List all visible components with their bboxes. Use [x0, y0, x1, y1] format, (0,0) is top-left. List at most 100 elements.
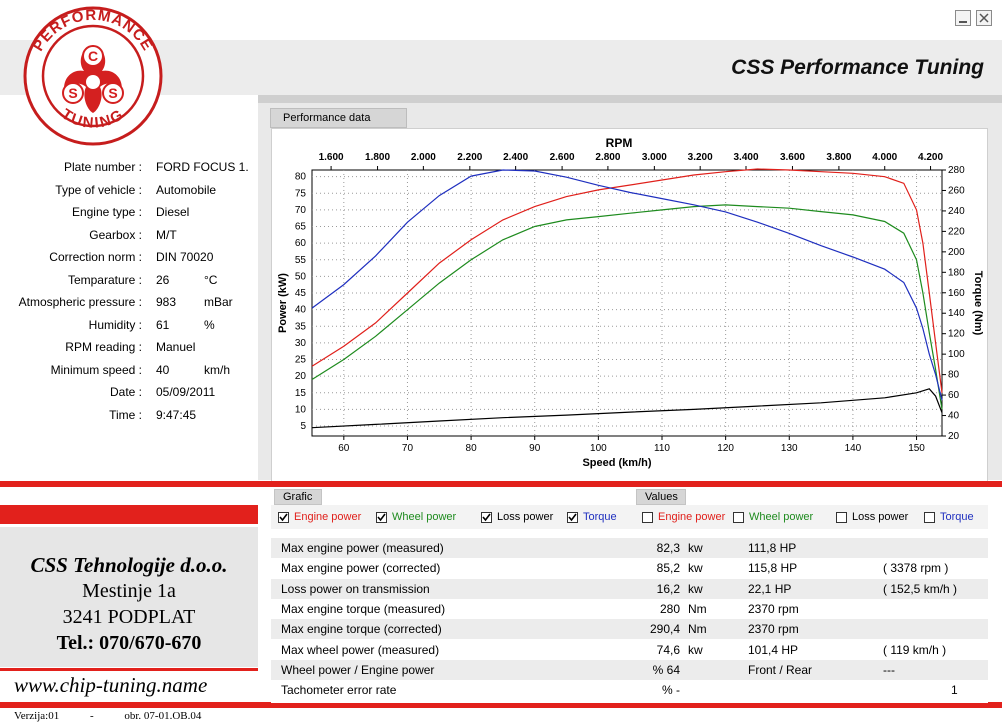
values-checkbox[interactable]	[642, 512, 653, 523]
y-axis-title: Power (kW)	[277, 273, 289, 333]
rpm-tick-label: 1.600	[319, 152, 344, 163]
checkmark-icon	[279, 513, 288, 522]
info-value: Manuel	[156, 340, 196, 354]
grafic-checkbox-label[interactable]: Loss power	[497, 511, 554, 523]
footer-dash: -	[89, 710, 94, 722]
y2-tick-label: 260	[948, 185, 965, 196]
grafic-checkbox[interactable]	[278, 512, 289, 523]
tab-grafic[interactable]: Grafic	[274, 489, 322, 505]
y-tick-label: 60	[295, 238, 307, 249]
grafic-checkbox[interactable]	[567, 512, 578, 523]
info-value: 40	[156, 362, 170, 377]
result-value: 290,4	[649, 622, 680, 637]
company-name: CSS Tehnologije d.o.o.	[30, 553, 228, 577]
result-value2: 22,1 HP	[748, 581, 792, 596]
info-unit: mBar	[204, 295, 233, 309]
info-value: 983	[156, 295, 177, 309]
info-label: Temparature :	[67, 272, 142, 287]
tab-values[interactable]: Values	[636, 489, 686, 505]
tab-performance-data[interactable]: Performance data	[270, 108, 407, 128]
grafic-checkbox-label[interactable]: Wheel power	[392, 511, 457, 523]
info-label: Humidity :	[88, 317, 142, 332]
result-extra: ( 119 km/h )	[883, 642, 947, 657]
values-checkbox-label[interactable]: Loss power	[852, 511, 909, 523]
checkmark-icon	[482, 513, 491, 522]
rpm-tick-label: 1.800	[365, 152, 390, 163]
info-label: Correction norm :	[49, 250, 142, 264]
y2-tick-label: 20	[948, 431, 960, 442]
rpm-tick-label: 2.600	[550, 152, 575, 163]
info-value: FORD FOCUS 1.	[156, 160, 249, 174]
y-tick-label: 15	[295, 388, 307, 399]
values-checkbox-label[interactable]: Wheel power	[749, 511, 814, 523]
website-link[interactable]: www.chip-tuning.name	[14, 673, 208, 697]
result-value: 85,2	[656, 561, 680, 576]
y2-tick-label: 140	[948, 308, 965, 319]
company-panel	[0, 527, 258, 667]
values-checkbox-label[interactable]: Torque	[940, 511, 974, 523]
x-tick-label: 90	[529, 443, 541, 454]
table-row: Max engine power (corrected) 85,2 kw 115,8 …	[271, 558, 988, 578]
series-line-engine-power	[311, 168, 943, 393]
result-value: 16,2	[656, 581, 680, 596]
y-tick-label: 30	[295, 338, 307, 349]
result-label: Max engine torque (measured)	[281, 601, 446, 616]
grafic-checkbox-label[interactable]: Torque	[583, 511, 617, 523]
result-extra: ( 152,5 km/h )	[883, 581, 958, 596]
values-checkbox[interactable]	[733, 512, 744, 523]
close-button[interactable]	[976, 10, 992, 26]
grafic-checkbox[interactable]	[481, 512, 492, 523]
red-divider-top	[0, 481, 1002, 487]
red-divider-company	[0, 668, 258, 671]
minimize-button[interactable]	[955, 10, 971, 26]
result-label: Max engine power (corrected)	[281, 561, 441, 576]
y-tick-label: 65	[295, 222, 307, 233]
x-tick-label: 70	[402, 443, 414, 454]
result-unit: kw	[688, 561, 703, 576]
company-street: Mestinje 1a	[82, 580, 176, 602]
checkmark-icon	[568, 513, 577, 522]
company-city: 3241 PODPLAT	[62, 606, 196, 628]
checkbox-strip	[271, 505, 988, 529]
y2-tick-label: 40	[948, 411, 960, 422]
info-value: 26	[156, 272, 170, 287]
x-tick-label: 60	[338, 443, 350, 454]
rpm-tick-label: 4.200	[918, 152, 943, 163]
info-value: M/T	[156, 227, 177, 242]
info-unit: °C	[204, 272, 218, 287]
y2-tick-label: 80	[948, 370, 960, 381]
table-row: Max engine power (measured) 82,3 kw 111,8 H…	[271, 538, 988, 558]
result-value: % 64	[652, 662, 680, 677]
y2-tick-label: 280	[948, 165, 965, 176]
result-extra: ---	[883, 662, 895, 677]
table-row: Max engine torque (corrected) 290,4 Nm 2370…	[271, 619, 988, 640]
result-unit: kw	[688, 541, 703, 555]
values-checkbox[interactable]	[836, 512, 847, 523]
table-row: Wheel power / Engine power % 64 Front / Re…	[271, 659, 988, 680]
grafic-checkbox-label[interactable]: Engine power	[294, 511, 362, 523]
values-checkbox-label[interactable]: Engine power	[658, 511, 726, 523]
table-row: Loss power on transmission 16,2 kw 22,1 HP (…	[271, 578, 988, 599]
result-value2: 2370 rpm	[748, 601, 799, 616]
x-tick-label: 130	[781, 443, 798, 454]
x-tick-label: 140	[845, 443, 862, 454]
rpm-tick-label: 3.400	[733, 152, 758, 163]
y-tick-label: 50	[295, 271, 307, 282]
logo-initial-c: C	[88, 48, 98, 64]
result-value: 82,3	[656, 541, 680, 555]
rpm-tick-label: 3.200	[688, 152, 713, 163]
info-label: Atmospheric pressure :	[18, 295, 142, 309]
result-unit: Nm	[688, 622, 707, 637]
y2-tick-label: 200	[948, 247, 965, 258]
info-unit: %	[204, 317, 215, 332]
result-value: % -	[662, 683, 680, 698]
y-tick-label: 55	[295, 255, 307, 266]
grafic-checkbox[interactable]	[376, 512, 387, 523]
info-label: Time :	[109, 407, 142, 422]
info-value: Diesel	[156, 205, 190, 219]
values-checkbox[interactable]	[924, 512, 935, 523]
series-line-torque	[311, 169, 943, 401]
y2-tick-label: 100	[948, 349, 965, 360]
result-label: Loss power on transmission	[281, 581, 430, 596]
rpm-tick-label: 4.000	[872, 152, 897, 163]
